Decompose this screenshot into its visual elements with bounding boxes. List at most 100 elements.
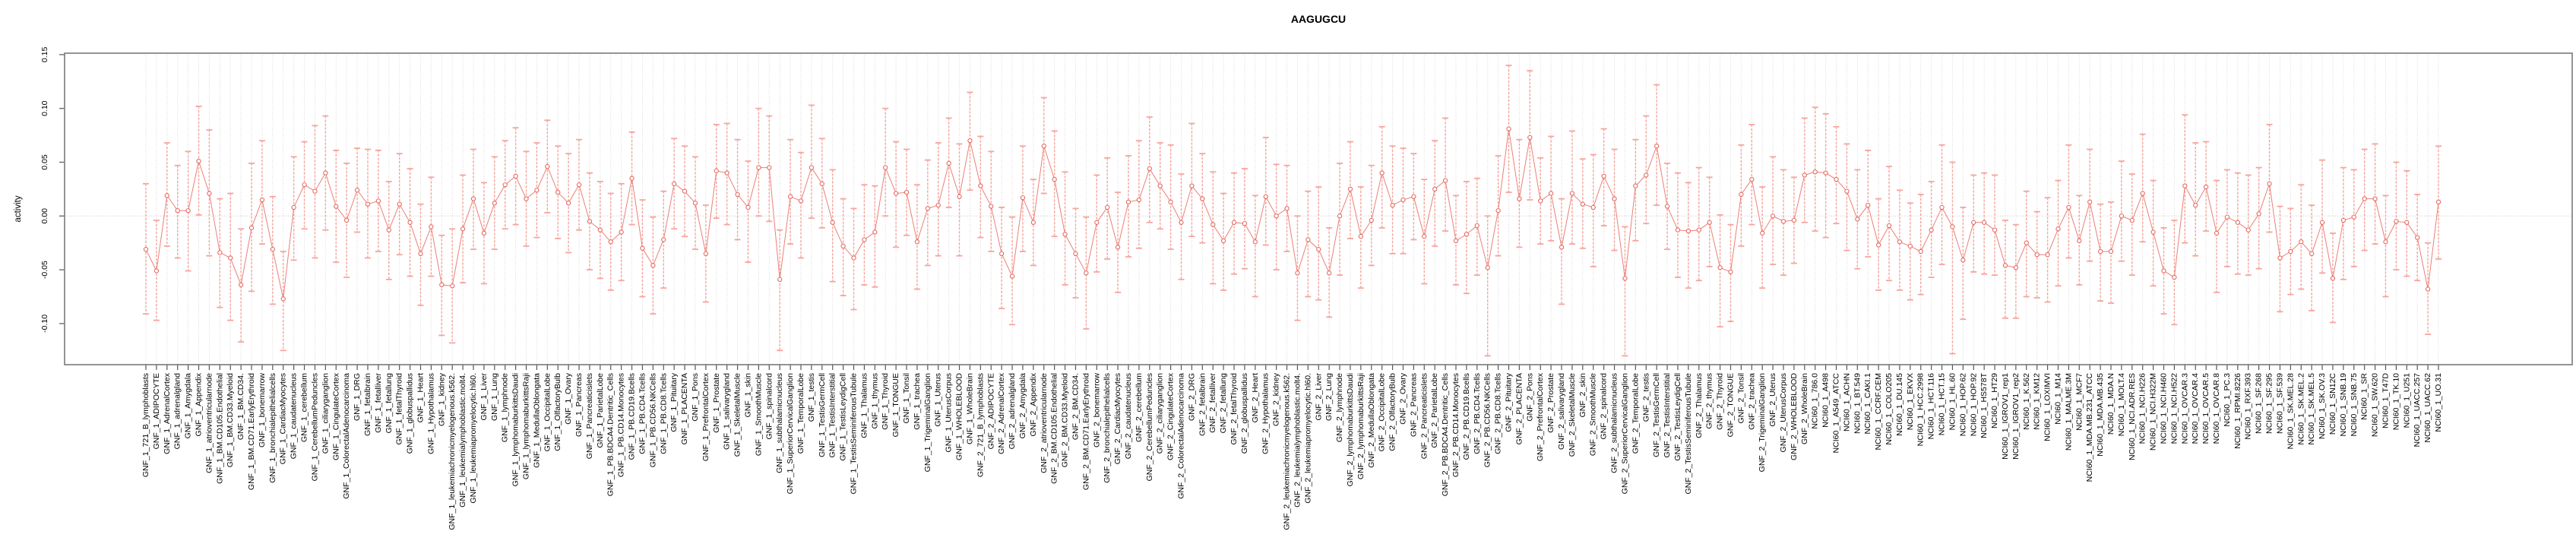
x-tick-label: GNF_2_PB.CD19.Bcells [1462,373,1471,460]
data-point [207,191,212,196]
x-tick-label: NCI60_1_HS578T [1979,372,1989,438]
data-point [1960,258,1966,263]
x-tick-label: GNF_1_fetallung [385,373,394,434]
x-tick-label: GNF_1_PLACENTA [680,373,689,444]
data-point [2013,265,2019,270]
x-tick-label: GNF_2_Ovary [1398,372,1407,424]
x-tick-label: GNF_2_globuspallidus [1240,373,1249,454]
x-tick-label: NCI60_1_SK.MEL.28 [2286,373,2295,450]
y-tick-label: -0.05 [40,261,49,279]
x-tick-label: GNF_2_Pons [1525,373,1534,422]
x-tick-label: GNF_2_Thyroid [1716,373,1725,430]
data-point [375,198,381,204]
x-tick-label: GNF_1_PB.CD56.NKCells [648,373,657,467]
data-point [1590,204,1596,210]
x-tick-label: NCI60_1_HCC.2998 [1916,373,1926,446]
x-tick-label: GNF_2_CerebellumPeduncles [1145,373,1154,481]
x-tick-label: GNF_2_fetalliver [1208,372,1217,432]
data-point [862,237,867,242]
x-tick-label: GNF_2_721_B_lymphoblasts [976,373,985,477]
x-tick-label: GNF_2_fetallung [1219,373,1228,434]
x-tick-label: GNF_1_caudatenucleus [290,373,299,459]
x-tick-label: NCI60_1_HCT.116 [1927,373,1936,440]
data-point [1105,204,1110,210]
data-point [175,208,180,213]
x-tick-label: GNF_2_Heart [1251,373,1260,422]
data-point [429,224,434,229]
x-tick-label: GNF_1_DRG [353,373,362,421]
data-point [2340,217,2347,223]
x-tick-label: NCI60_1_MDA.N [2106,373,2116,435]
data-point [259,197,265,203]
x-tick-label: GNF_1_trachea [913,373,922,430]
data-point [883,165,888,170]
data-point [2108,248,2114,255]
x-tick-label: GNF_2_DRG [1187,373,1196,421]
data-point [1601,173,1606,179]
x-tick-label: GNF_1_leukemiapromyelocytic.hl60. [469,373,478,504]
x-tick-label: GNF_1_Liver [479,373,489,421]
data-point [756,165,761,170]
x-tick-label: NCI60_1_SF.268 [2255,373,2264,434]
x-tick-label: NCI60_1_MALME.3M [2064,373,2073,451]
data-point [935,202,941,208]
data-point [270,247,275,252]
data-point [1696,227,1701,232]
x-tick-label: GNF_1_Ovary [564,372,573,424]
data-point [164,193,169,198]
data-point [418,251,423,257]
x-tick-label: GNF_2_Pancreaticislets [1419,373,1429,459]
data-point [1495,208,1501,213]
x-tick-label: GNF_2_AdrenalCortex [997,372,1006,454]
x-tick-label: GNF_2_ciliaryganglion [1156,373,1165,454]
x-tick-label: GNF_1_fetalbrain [363,373,372,436]
data-point [2319,220,2325,225]
x-tick-label: GNF_2_atrioventricularnode [1040,373,1049,473]
x-tick-label: GNF_1_bronchialepithelialcells [268,373,277,483]
data-point [1717,265,1723,270]
data-point [1157,183,1163,188]
x-tick-label: GNF_1_leukemialymphoblastic.molt4. [458,373,467,507]
data-point [2214,230,2220,236]
x-tick-label: NCI60_1_CAKI.1 [1863,373,1872,435]
data-point [2435,199,2442,205]
x-tick-label: GNF_2_Prostate [1546,373,1555,433]
x-tick-label: GNF_1_lymphomaburkittsDaudi [511,373,521,486]
data-point [714,168,719,173]
data-point [1284,206,1290,211]
x-tick-label: GNF_2_WHOLEBLOOD [1790,373,1799,460]
data-point [312,188,318,194]
data-point [661,237,666,242]
x-tick-label: GNF_1_lymphomaburkittsRaji [522,373,531,479]
data-point [2415,235,2420,240]
x-tick-label: GNF_2_PLACENTA [1514,373,1524,444]
data-point [354,188,360,193]
x-tick-label: GNF_1_subthalamicnucleus [775,373,784,473]
x-tick-label: GNF_1_BM.CD33.Myeloid [226,373,235,467]
data-points [143,126,2442,302]
data-point [1327,270,1332,276]
x-tick-label: NCI60_1_HOP.92 [1969,373,1978,436]
y-tick-label: 0.00 [40,208,49,224]
x-tick-label: GNF_2_PrefrontalCortex [1536,372,1545,461]
x-tick-label: GNF_1_Appendix [195,372,204,436]
data-point [925,206,930,211]
x-tick-label: GNF_2_subthalamicnucleus [1610,373,1619,473]
data-point [1812,169,1818,175]
x-tick-label: GNF_1_TestisLeydigCell [839,373,848,461]
x-tick-label: GNF_1_ColorectalAdenocarcinoma [342,373,351,499]
data-point [946,160,951,166]
data-point [1834,177,1839,182]
x-tick-label: GNF_1_fetalliver [374,372,383,432]
data-point [470,196,476,201]
data-point [1875,242,1881,248]
error-bars [143,65,2442,357]
data-point [672,181,677,186]
x-tick-label: NCI60_1_K.562 [2022,373,2031,430]
gridlines [65,53,2572,365]
x-tick-label: GNF_1_SuperiorCervicalGanglion [786,373,795,494]
data-point [2288,248,2293,255]
data-point [1041,144,1046,149]
y-tick-label: -0.10 [40,315,49,333]
